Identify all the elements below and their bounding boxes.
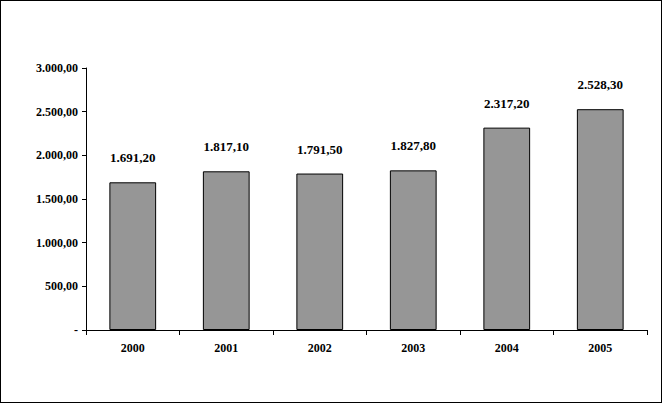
svg-text:2.000,00: 2.000,00 [36,148,78,162]
svg-text:1.500,00: 1.500,00 [36,192,78,206]
svg-text:2003: 2003 [401,341,425,355]
svg-text:2.317,20: 2.317,20 [484,96,530,111]
svg-text:2004: 2004 [495,341,519,355]
svg-text:1.000,00: 1.000,00 [36,236,78,250]
svg-text:2002: 2002 [308,341,332,355]
svg-text:1.691,20: 1.691,20 [110,150,156,165]
svg-text:3.000,00: 3.000,00 [36,61,78,75]
svg-text:2001: 2001 [214,341,238,355]
svg-text:2.500,00: 2.500,00 [36,105,78,119]
svg-text:1.827,80: 1.827,80 [391,138,437,153]
svg-text:1.817,10: 1.817,10 [204,139,250,154]
svg-text:2005: 2005 [588,341,612,355]
svg-text:2.528,30: 2.528,30 [578,77,624,92]
svg-text:2000: 2000 [121,341,145,355]
svg-text:1.791,50: 1.791,50 [297,142,343,157]
svg-text:500,00: 500,00 [45,279,78,293]
svg-text:-: - [74,323,78,337]
